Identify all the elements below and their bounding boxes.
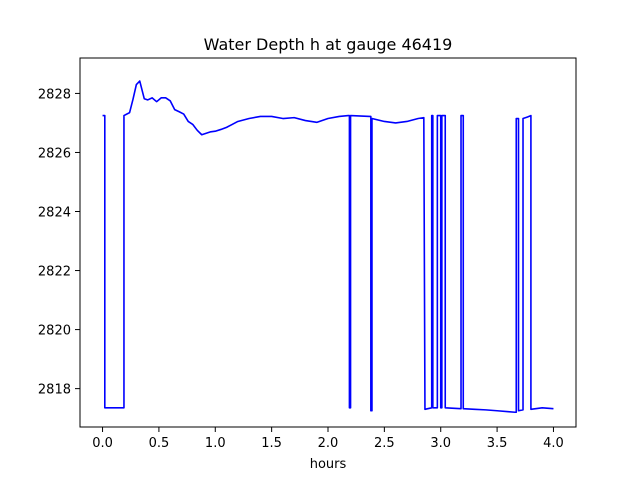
x-tick-label: 3.5	[487, 436, 508, 451]
x-tick-label: 2.5	[374, 436, 395, 451]
x-tick-label: 2.0	[318, 436, 339, 451]
series-line-0	[102, 80, 554, 414]
x-tick-label: 4.0	[543, 436, 564, 451]
chart-title: Water Depth h at gauge 46419	[204, 35, 453, 54]
y-axis-ticks: 2818 2820 2822 2824 2826 2828	[38, 87, 80, 398]
y-tick-label: 2820	[38, 324, 71, 339]
x-tick-label: 3.0	[430, 436, 451, 451]
series-layer	[102, 80, 554, 414]
y-tick-label: 2826	[38, 146, 71, 161]
x-axis-label: hours	[310, 457, 347, 472]
x-tick-label: 1.5	[261, 436, 282, 451]
x-tick-label: 0.0	[92, 436, 113, 451]
x-tick-label: 0.5	[149, 436, 170, 451]
y-tick-label: 2824	[38, 206, 71, 221]
x-axis-ticks: 0.0 0.5 1.0 1.5 2.0 2.5 3.0 3.5 4.0	[92, 427, 564, 451]
y-tick-label: 2818	[38, 383, 71, 398]
x-tick-label: 1.0	[205, 436, 226, 451]
y-tick-label: 2828	[38, 87, 71, 102]
y-tick-label: 2822	[38, 265, 71, 280]
